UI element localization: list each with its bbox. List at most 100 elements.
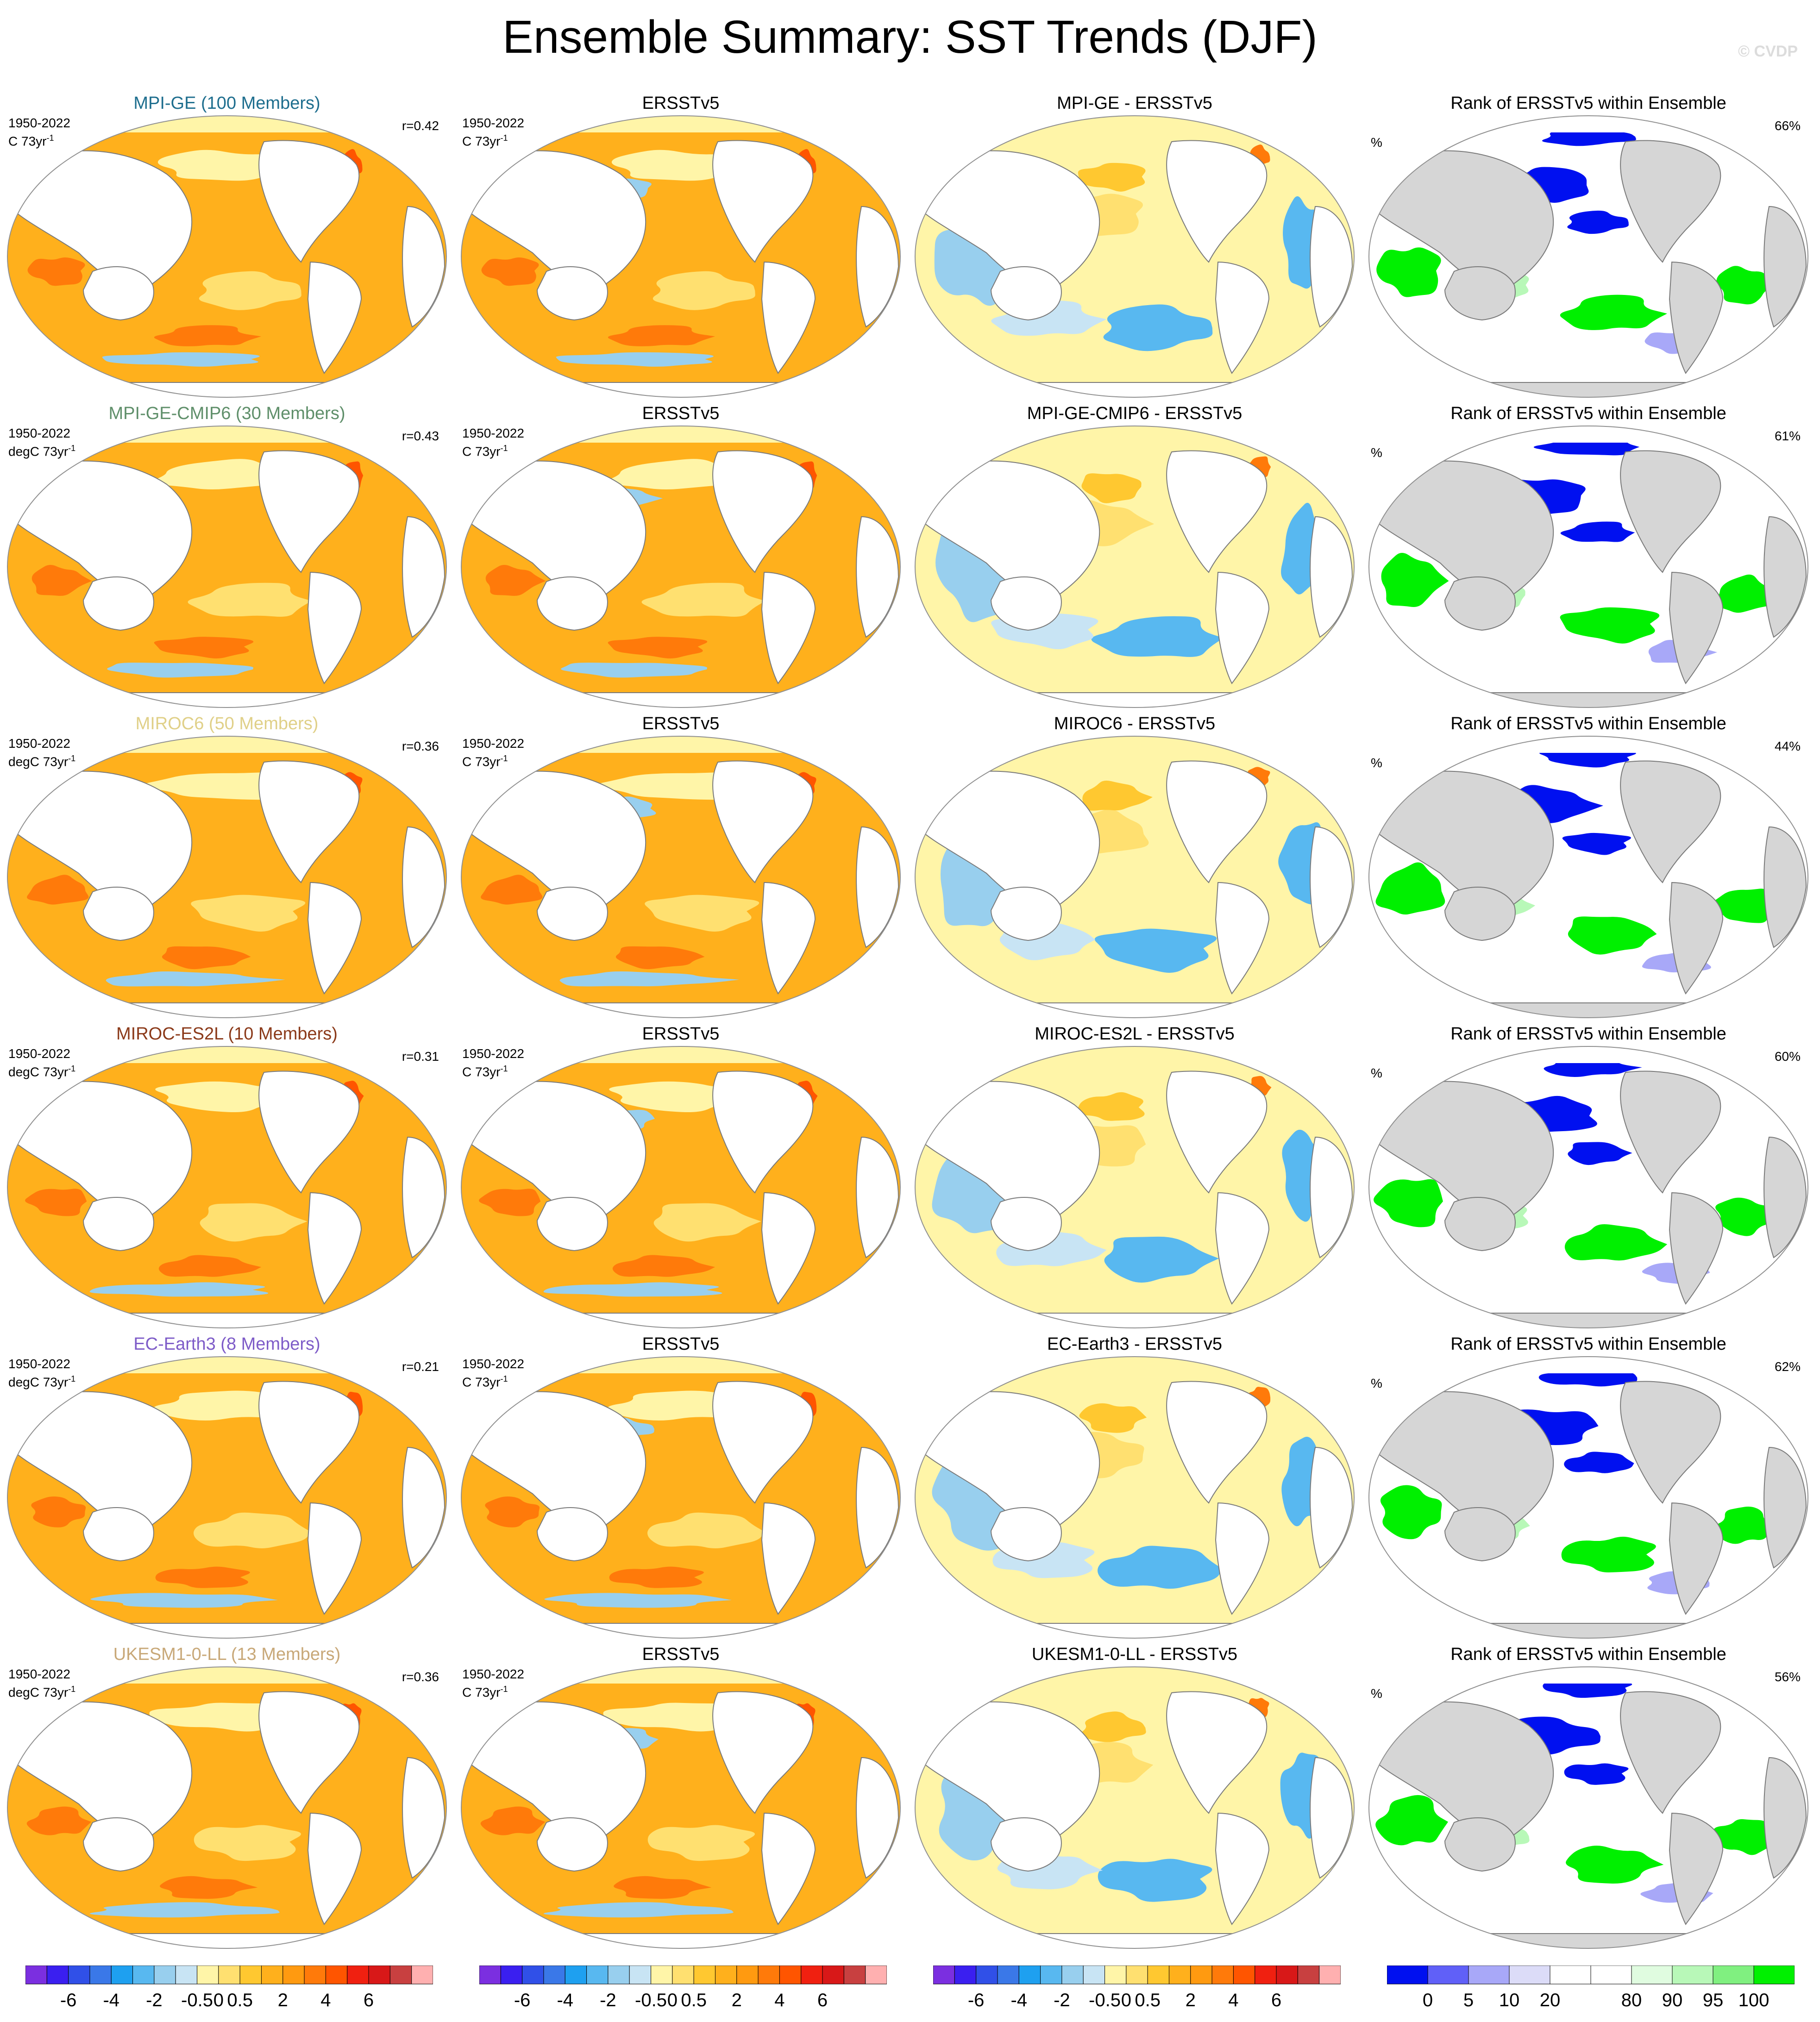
antarctica-land [23, 1313, 431, 1328]
africa-land [1310, 1446, 1353, 1569]
field-patch [561, 663, 708, 678]
africa-land [1764, 1757, 1807, 1879]
north-america-land [258, 1070, 360, 1194]
panel-rank: Rank of ERSSTv5 within Ensemble 66%% [1362, 93, 1815, 403]
trend-colorbar-box [865, 1966, 887, 1984]
panel-title: ERSSTv5 [642, 404, 720, 423]
field-patch [612, 1255, 715, 1277]
trend-colorbar-tick-label: -6 [514, 1990, 531, 2010]
arctic-region [570, 736, 801, 753]
asia-land [916, 1701, 1100, 1842]
australia-land [1444, 266, 1516, 321]
south-america-land [761, 1812, 816, 1925]
arctic-region [116, 1357, 347, 1373]
trend-colorbar-tick-label: 0.5 [1135, 1990, 1161, 2010]
panel-rank: Rank of ERSSTv5 within Ensemble 62%% [1362, 1333, 1815, 1644]
units-text: degC 73yr [8, 1375, 69, 1390]
trend-colorbar-box [586, 1966, 609, 1984]
trend-colorbar-box [1319, 1966, 1341, 1984]
field-patch [158, 1255, 262, 1277]
field-patch [1079, 1403, 1147, 1433]
period-label: 1950-2022 [8, 736, 70, 751]
antarctica-land [477, 1313, 885, 1328]
panel-title: Rank of ERSSTv5 within Ensemble [1450, 1334, 1726, 1354]
australia-land [536, 1817, 608, 1872]
south-america-land [1669, 1812, 1724, 1925]
australia-land [536, 266, 608, 321]
field-patch [1104, 1236, 1219, 1283]
panel-title: ERSSTv5 [642, 1334, 720, 1354]
units-exponent: -1 [500, 444, 508, 453]
trend-colorbar-box [261, 1966, 283, 1984]
africa-land [856, 206, 899, 328]
rank-percent: 56% [1774, 1670, 1801, 1684]
asia-land [916, 460, 1100, 601]
panel-obs: ERSSTv5 1950-2022 C 73yr-1 [454, 1023, 908, 1333]
pattern-correlation: r=0.36 [402, 1670, 439, 1684]
arctic-region [1477, 736, 1709, 753]
asia-land [8, 770, 192, 911]
antarctica-land [477, 1002, 885, 1018]
panel-rank: Rank of ERSSTv5 within Ensemble 61%% [1362, 403, 1815, 713]
trend-colorbar-box [933, 1966, 955, 1984]
trend-colorbar-box [1126, 1966, 1148, 1984]
units-text: C 73yr [462, 754, 501, 769]
rank-percent: 62% [1774, 1359, 1801, 1374]
south-america-land [1669, 1502, 1724, 1615]
trend-colorbar-box [479, 1966, 501, 1984]
field-patch [106, 971, 285, 987]
map-model [7, 1666, 447, 1949]
field-patch [1103, 304, 1213, 351]
antarctica-land [930, 1313, 1339, 1328]
field-patch [154, 325, 261, 346]
rank-percent: 60% [1774, 1049, 1801, 1064]
map-outline [7, 1666, 447, 1949]
trend-colorbar-box [197, 1966, 219, 1984]
map-outline [915, 426, 1355, 708]
rank-colorbar-box [1753, 1966, 1795, 1984]
rank-colorbar-box [1468, 1966, 1510, 1984]
field-patch [89, 1282, 269, 1297]
trend-colorbar-box [1233, 1966, 1255, 1984]
arctic-region [1023, 736, 1255, 753]
antarctica-land [23, 1623, 431, 1638]
field-patch [641, 582, 766, 617]
field-patch [1713, 1819, 1774, 1855]
map-obs [461, 1666, 901, 1949]
field-patch [1564, 1452, 1634, 1473]
map-model [7, 115, 447, 398]
panel-diff: MIROC6 - ERSSTv5 [908, 713, 1362, 1023]
trend-colorbar-box [68, 1966, 90, 1984]
africa-land [1764, 206, 1807, 328]
trend-colorbar-box [1297, 1966, 1320, 1984]
field-patch [1374, 1179, 1443, 1227]
trend-colorbar-box [46, 1966, 69, 1984]
map-obs [461, 115, 901, 398]
map-obs [461, 1046, 901, 1328]
asia-land [1370, 460, 1554, 601]
trend-colorbar-tick-label: 6 [364, 1990, 374, 2010]
asia-land [916, 770, 1100, 911]
australia-land [990, 576, 1062, 631]
africa-land [1764, 1446, 1807, 1569]
africa-land [856, 1136, 899, 1258]
australia-land [82, 1817, 154, 1872]
pattern-correlation: r=0.31 [402, 1049, 439, 1064]
field-patch [200, 1203, 308, 1242]
field-patch [102, 352, 260, 367]
field-patch [1560, 294, 1667, 330]
panel-model: UKESM1-0-LL (13 Members) 1950-2022 degC 73… [0, 1644, 454, 1954]
trend-colorbar-tick-label: -2 [1054, 1990, 1070, 2010]
trend-colorbar-tick-label: 2 [1186, 1990, 1196, 2010]
map-outline [461, 1356, 901, 1639]
units-label: C 73yr-1 [462, 441, 524, 459]
map-obs [461, 426, 901, 708]
antarctica-land [23, 1933, 431, 1948]
north-america-land [1620, 1691, 1721, 1814]
trend-colorbar-box [1168, 1966, 1191, 1984]
arctic-region [570, 1357, 801, 1373]
field-patch [609, 1566, 704, 1588]
field-patch [1380, 1485, 1442, 1540]
map-outline [7, 115, 447, 398]
colorbar-difference: -6 -4 -2 -0.5 0 0.5 2 4 6 [933, 1966, 1341, 2016]
